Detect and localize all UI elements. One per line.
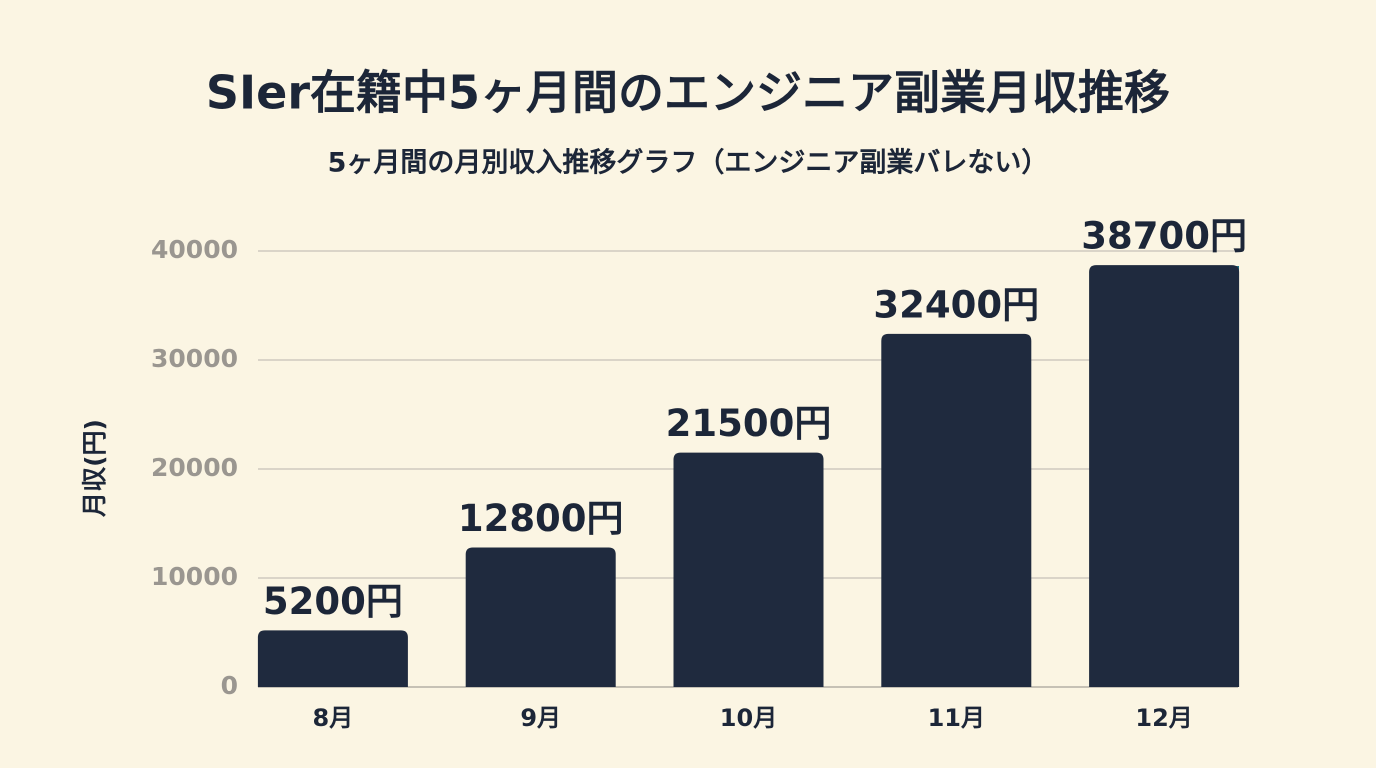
- value-label: 21500円: [666, 402, 832, 445]
- x-tick-label: 9月: [520, 704, 561, 732]
- y-axis-label: 月収(円): [80, 419, 109, 518]
- x-tick-label: 11月: [928, 704, 985, 732]
- bar: [673, 452, 824, 687]
- value-label: 12800円: [458, 497, 624, 540]
- y-tick-label: 40000: [151, 235, 238, 264]
- value-label: 32400円: [873, 283, 1039, 326]
- bar: [1089, 265, 1240, 687]
- value-label: 5200円: [263, 580, 403, 623]
- bar: [465, 547, 616, 687]
- chart-title: SIer在籍中5ヶ月間のエンジニア副業月収推移: [206, 66, 1170, 120]
- y-tick-label: 30000: [151, 344, 238, 373]
- bar: [257, 630, 408, 687]
- value-label: 38700円: [1081, 215, 1247, 258]
- x-tick-label: 12月: [1135, 704, 1192, 732]
- y-tick-label: 0: [221, 671, 238, 700]
- y-tick-label: 10000: [151, 562, 238, 591]
- y-tick-label: 20000: [151, 453, 238, 482]
- chart-subtitle: 5ヶ月間の月別収入推移グラフ（エンジニア副業バレない）: [328, 147, 1049, 179]
- bar: [881, 333, 1032, 687]
- x-tick-label: 8月: [313, 704, 354, 732]
- x-tick-label: 10月: [720, 704, 777, 732]
